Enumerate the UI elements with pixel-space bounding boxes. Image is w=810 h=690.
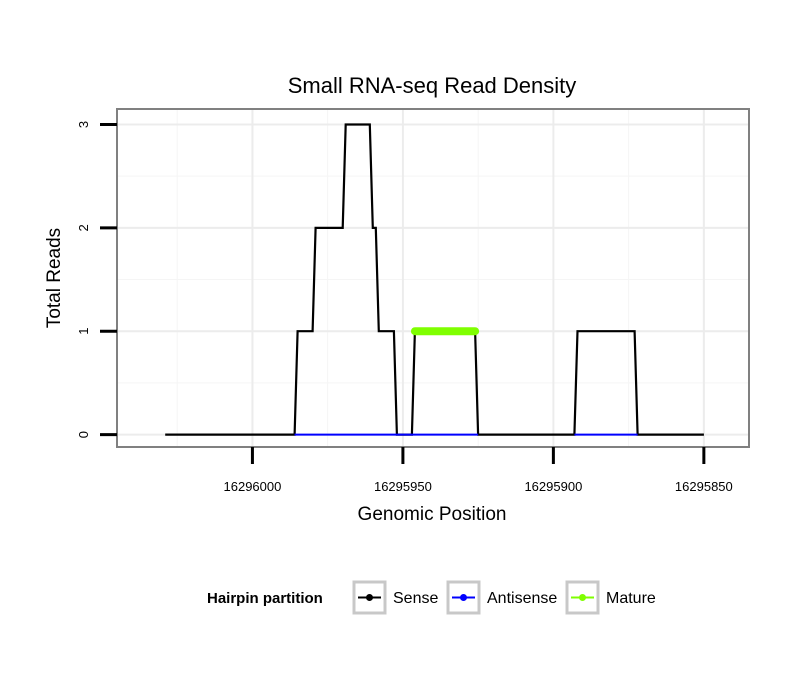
legend-key-point [579,594,586,601]
legend: Hairpin partition Sense Antisense Mature [207,580,656,615]
x-tick-label: 16296000 [224,479,282,494]
y-tick-label: 3 [76,121,91,128]
series-line-sense [165,123,704,436]
legend-item-label: Mature [606,590,656,607]
legend-item-label: Antisense [487,590,557,607]
legend-item-label: Sense [393,590,438,607]
series-layer [165,123,704,436]
x-tick-label: 16295950 [374,479,432,494]
y-tick-label: 1 [76,328,91,335]
plot-panel [117,109,749,447]
x-tick-label: 16295900 [524,479,582,494]
x-axis: 16296000 16295950 16295900 16295850 [224,447,733,494]
legend-key-point [366,594,373,601]
legend-key-point [460,594,467,601]
x-axis-label: Genomic Position [358,504,507,525]
x-tick-label: 16295850 [675,479,733,494]
plot-panel-border [116,108,750,448]
chart-title: Small RNA-seq Read Density [288,73,577,98]
y-axis: 0 1 2 3 [76,121,117,438]
y-tick-label: 2 [76,224,91,231]
y-tick-label: 0 [76,431,91,438]
y-axis-label: Total Reads [44,228,65,328]
legend-title: Hairpin partition [207,590,323,607]
